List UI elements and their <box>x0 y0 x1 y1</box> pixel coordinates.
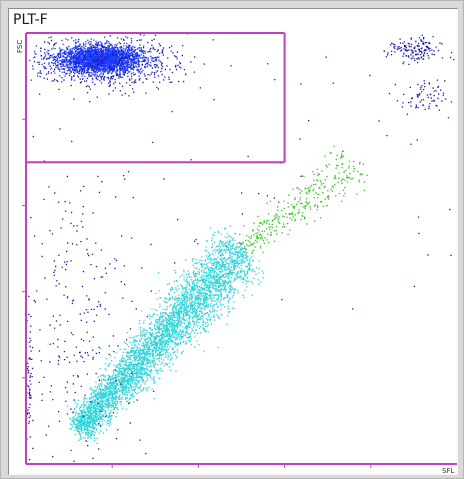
point-set-left-edge <box>26 296 33 460</box>
point-set-gated-blue <box>29 36 178 83</box>
point-set-upper-right <box>384 35 455 65</box>
point-set-background <box>33 39 452 317</box>
point-set-diagonal-cyan <box>67 225 264 444</box>
point-set-upper-right-lower <box>395 80 452 115</box>
cluster-background <box>33 39 452 317</box>
plt-f-scattergram: PLT-F FSC SFL <box>9 9 459 476</box>
point-set-gated-blue-halo <box>31 33 205 100</box>
cluster-left-edge <box>26 296 33 460</box>
data-points <box>26 33 454 462</box>
x-axis-label: SFL <box>442 467 454 475</box>
y-axis-label: FSC <box>16 40 24 53</box>
cluster-gated-blue-halo <box>31 33 205 100</box>
cluster-gated-blue <box>29 36 178 83</box>
scattergram-panel: PLT-F FSC SFL <box>8 8 458 475</box>
chart-title: PLT-F <box>13 12 48 28</box>
cluster-upper-right <box>384 35 455 65</box>
cluster-upper-right-lower <box>395 80 452 115</box>
cluster-diagonal-cyan <box>67 225 264 444</box>
